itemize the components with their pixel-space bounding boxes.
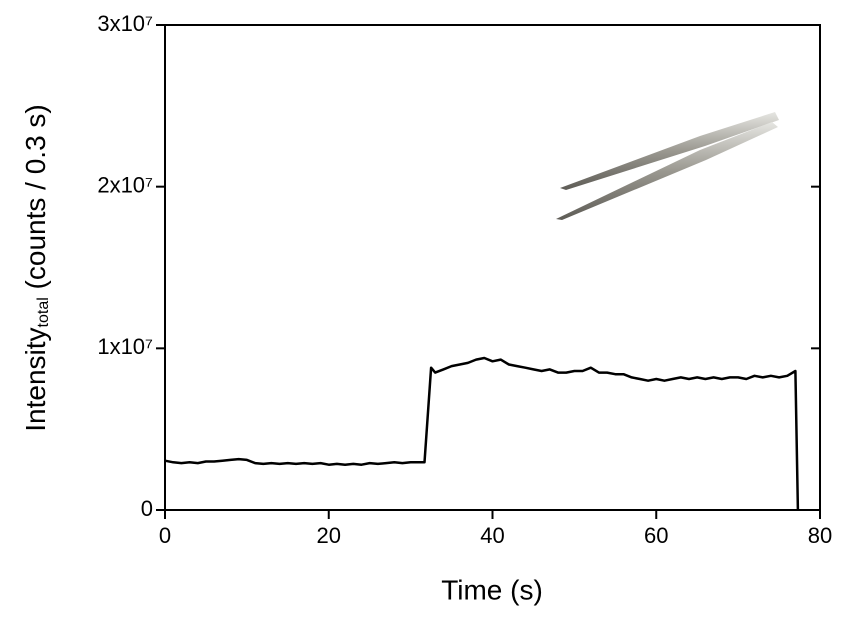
y-tick-label: 0 [141,496,153,521]
tweezers-icon [556,112,779,220]
x-tick-label: 60 [644,523,668,548]
x-tick-label: 40 [480,523,504,548]
data-line [164,356,800,511]
y-title-rest: (counts / 0.3 s) [20,104,51,297]
x-tick-label: 20 [317,523,341,548]
y-tick-label: 3x10⁷ [97,11,153,36]
y-tick-label: 2x10⁷ [97,172,153,197]
x-tick-label: 80 [808,523,832,548]
x-tick-label: 0 [159,523,171,548]
y-tick-label: 1x10⁷ [97,334,153,359]
y-title-subscript: total [35,297,52,327]
y-title-main: Intensity [20,327,51,431]
y-axis-title: Intensitytotal (counts / 0.3 s) [20,104,52,432]
x-axis-title: Time (s) [441,574,543,605]
plot-frame [164,24,821,511]
